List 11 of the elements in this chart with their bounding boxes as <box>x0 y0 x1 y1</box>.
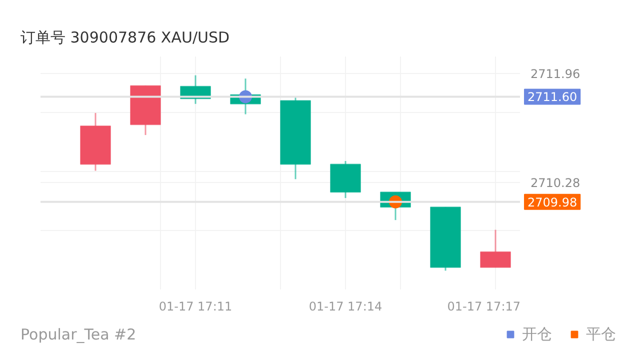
legend-label: 开仓 <box>522 324 552 344</box>
x-tick-label: 01-17 17:14 <box>308 300 382 314</box>
legend-label: 平仓 <box>586 324 616 344</box>
y-tick-label: 2711.96 <box>530 66 580 81</box>
y-tick-label: 2710.28 <box>530 176 580 190</box>
text: Popular_Tea #2 <box>20 326 136 344</box>
ref-line-label: 2711.60 <box>528 90 578 104</box>
x-tick-label: 01-17 17:17 <box>447 300 520 314</box>
x-tick-label: 01-17 17:11 <box>158 300 232 314</box>
chart-title: 订单号 309007876 XAU/USD <box>20 28 230 46</box>
ref-line-label: 2709.98 <box>528 195 578 210</box>
